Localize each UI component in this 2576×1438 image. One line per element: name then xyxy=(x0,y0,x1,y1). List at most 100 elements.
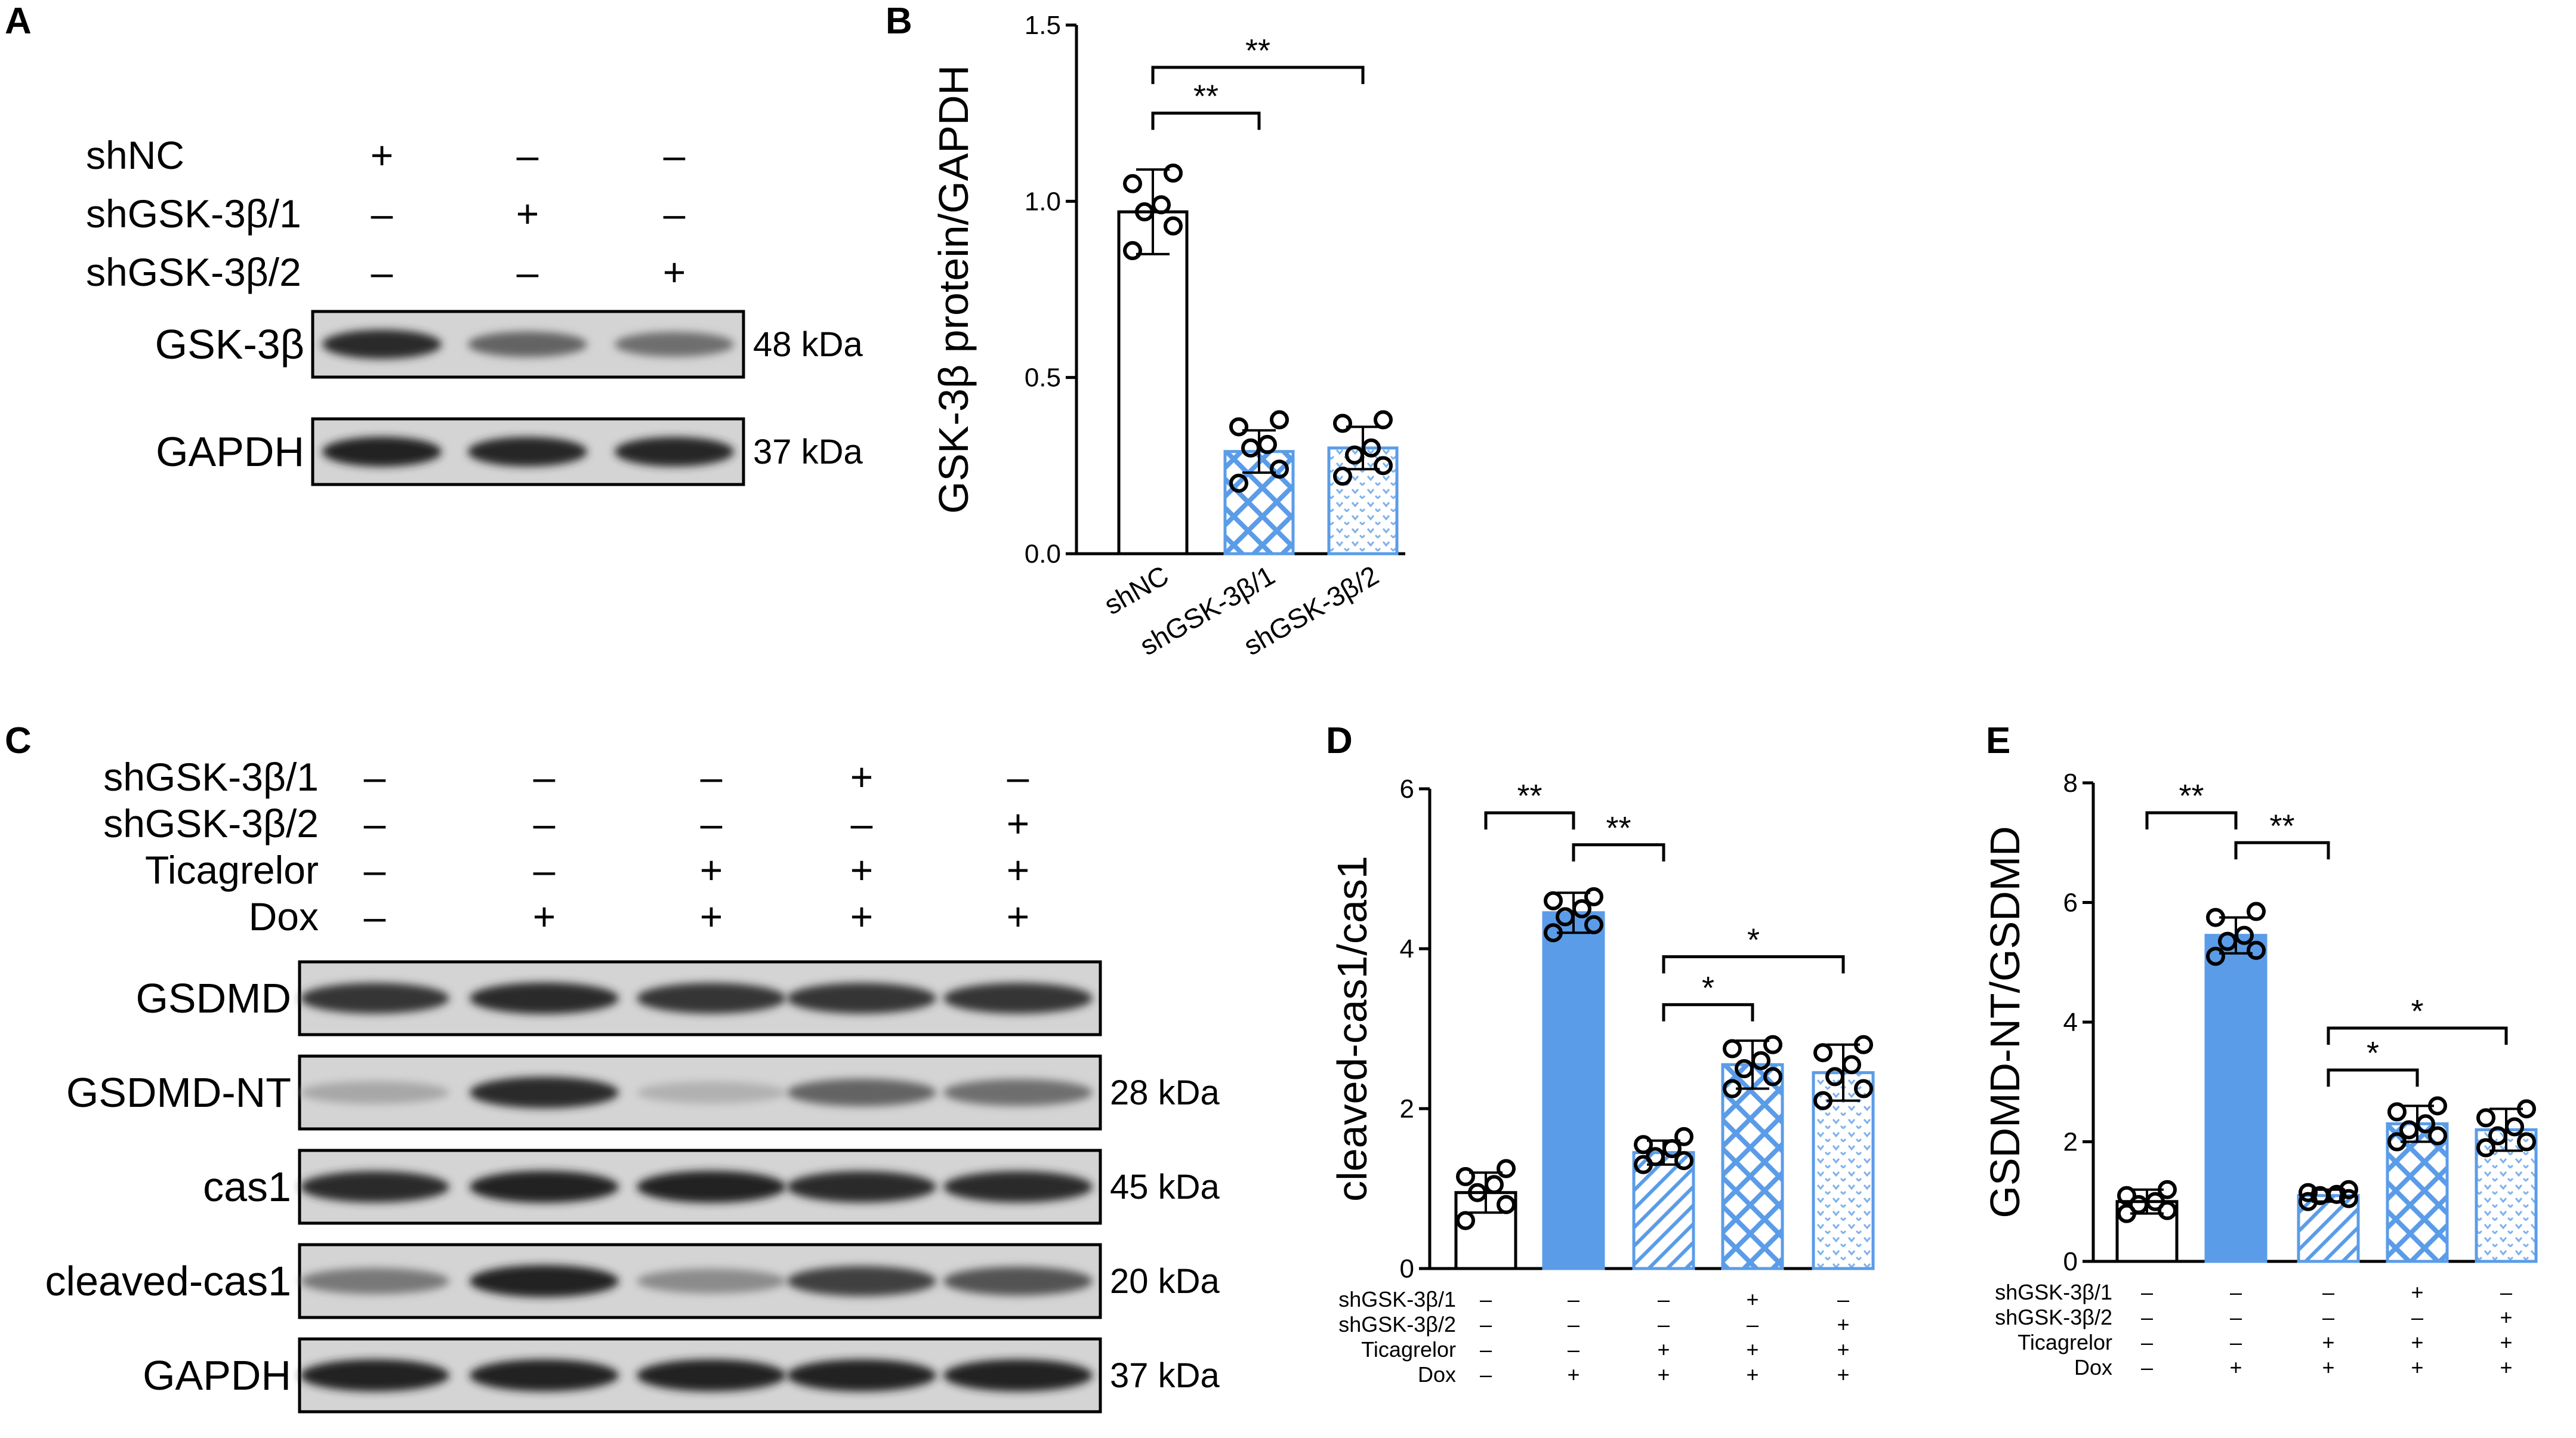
condition-sign: + xyxy=(1746,1287,1759,1312)
y-tick-label: 6 xyxy=(2063,888,2078,918)
data-point xyxy=(1723,1079,1742,1098)
condition-label: shGSK-3β/1 xyxy=(1338,1287,1456,1312)
data-point xyxy=(1164,216,1183,236)
y-tick-label: 0 xyxy=(2063,1247,2078,1276)
protein-band xyxy=(637,1359,786,1391)
protein-band xyxy=(637,1269,786,1294)
data-point xyxy=(1763,1035,1782,1054)
condition-label: shGSK-3β/2 xyxy=(86,250,301,294)
condition-sign: – xyxy=(517,250,539,294)
molecular-weight-label: 37 kDa xyxy=(753,433,863,471)
data-point xyxy=(2488,1126,2507,1146)
protein-band xyxy=(615,437,734,467)
condition-sign: + xyxy=(2500,1330,2512,1354)
condition-sign: + xyxy=(1007,894,1030,939)
data-point xyxy=(1544,923,1563,943)
data-point xyxy=(2117,1204,2136,1223)
significance-bracket xyxy=(1484,811,1575,830)
protein-label: GAPDH xyxy=(156,428,304,475)
condition-label: Ticagrelor xyxy=(2017,1330,2112,1354)
significance-label: * xyxy=(1747,922,1760,958)
protein-band xyxy=(468,437,587,467)
data-point xyxy=(2416,1114,2435,1134)
data-point xyxy=(1646,1147,1665,1167)
condition-sign: + xyxy=(2411,1330,2423,1354)
condition-sign: + xyxy=(1746,1362,1759,1387)
condition-label: shGSK-3β/2 xyxy=(1338,1312,1456,1337)
protein-label: GAPDH xyxy=(143,1352,291,1399)
y-tick-label: 2 xyxy=(2063,1128,2078,1157)
significance-label: ** xyxy=(1193,79,1218,115)
condition-sign: – xyxy=(2141,1280,2153,1304)
data-point xyxy=(1229,417,1248,437)
y-tick-label: 0 xyxy=(1400,1254,1414,1283)
y-axis-label: cleaved-cas1/cas1 xyxy=(1329,856,1375,1202)
condition-label: Ticagrelor xyxy=(1361,1337,1456,1362)
protein-band xyxy=(300,1081,449,1104)
significance-bracket xyxy=(2234,841,2330,860)
significance-bracket xyxy=(1662,1003,1754,1022)
data-point xyxy=(1241,438,1260,458)
data-point xyxy=(2247,902,2266,921)
condition-sign: + xyxy=(533,894,556,939)
condition-sign: – xyxy=(1658,1312,1670,1337)
data-point xyxy=(1468,1183,1487,1202)
data-point xyxy=(2517,1132,2536,1152)
condition-sign: – xyxy=(701,755,723,799)
data-point xyxy=(1164,163,1183,183)
condition-sign: + xyxy=(2500,1305,2512,1329)
significance-label: ** xyxy=(1517,778,1542,814)
protein-label: GSK-3β xyxy=(155,321,304,368)
y-tick-label: 8 xyxy=(2063,769,2078,798)
condition-sign: – xyxy=(2230,1305,2242,1329)
data-point xyxy=(1584,915,1603,934)
protein-band xyxy=(322,437,442,467)
condition-label: shGSK-3β/1 xyxy=(1995,1280,2112,1304)
condition-sign: + xyxy=(2500,1355,2512,1380)
bar xyxy=(1812,1071,1875,1270)
category-label: shNC xyxy=(1099,560,1174,621)
significance-bracket xyxy=(2327,1026,2508,1045)
condition-sign: – xyxy=(1480,1312,1492,1337)
significance-label: * xyxy=(2411,993,2423,1029)
data-point xyxy=(1485,1175,1504,1195)
western-blot-a: shNC + – – shGSK-3β/1 – + – shGSK-3β/2 – – + GSK-3β 4… xyxy=(86,133,863,486)
condition-sign: – xyxy=(2411,1305,2423,1329)
condition-sign: – xyxy=(364,848,386,892)
data-point xyxy=(1584,887,1603,906)
data-point xyxy=(2158,1180,2177,1199)
protein-band xyxy=(943,1079,1093,1106)
protein-band xyxy=(300,983,449,1014)
protein-label: GSDMD-NT xyxy=(66,1069,291,1116)
significance-label: * xyxy=(2367,1035,2379,1071)
condition-sign: + xyxy=(516,192,539,236)
condition-label: shGSK-3β/2 xyxy=(1995,1305,2112,1329)
protein-band xyxy=(470,1359,619,1391)
data-point xyxy=(1813,1091,1832,1110)
data-point xyxy=(1763,1067,1782,1087)
condition-sign: + xyxy=(2229,1355,2242,1380)
condition-label: shGSK-3β/1 xyxy=(103,755,319,799)
protein-band xyxy=(787,983,936,1014)
data-point xyxy=(2476,1108,2495,1128)
y-axis-label: GSK-3β protein/GAPDH xyxy=(930,65,977,514)
condition-sign: + xyxy=(2411,1355,2423,1380)
data-point xyxy=(2339,1189,2358,1208)
data-point xyxy=(1556,907,1575,927)
condition-label: shGSK-3β/2 xyxy=(103,801,319,845)
data-point xyxy=(1258,434,1277,454)
condition-sign: + xyxy=(1007,801,1030,845)
protein-band xyxy=(943,983,1093,1014)
data-point xyxy=(1270,459,1289,479)
data-point xyxy=(2517,1099,2536,1119)
data-point xyxy=(1751,1051,1770,1070)
condition-sign: – xyxy=(364,894,386,939)
protein-band xyxy=(468,331,587,357)
bar xyxy=(2204,934,2268,1263)
y-tick-label: 6 xyxy=(1400,774,1414,804)
protein-band xyxy=(470,982,619,1014)
data-point xyxy=(1735,1059,1754,1078)
data-point xyxy=(2428,1096,2447,1116)
data-point xyxy=(1634,1135,1653,1155)
